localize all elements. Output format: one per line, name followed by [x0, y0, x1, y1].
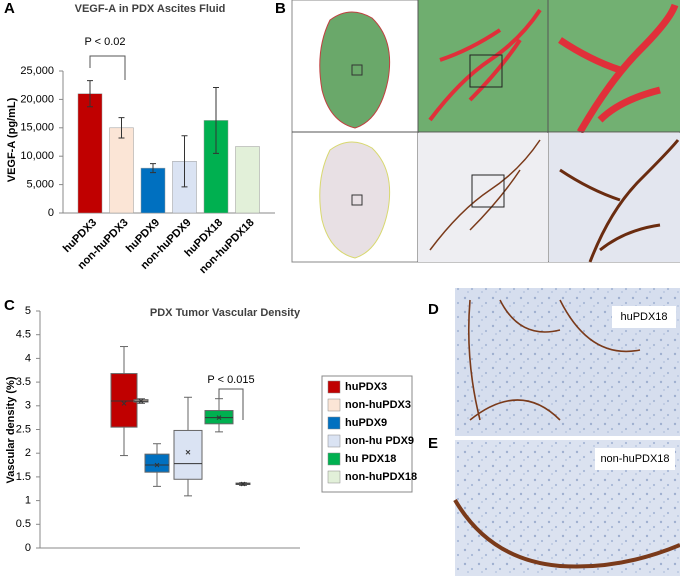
y-tick-label: 3 — [25, 400, 31, 412]
legend-swatch — [327, 380, 341, 394]
y-tick-label: 20,000 — [20, 93, 54, 105]
vessel-overlay — [558, 3, 679, 134]
legend-label: huPDX3 — [345, 381, 387, 393]
mean-marker — [154, 462, 160, 468]
legend-label: non-huPDX18 — [345, 471, 417, 483]
image-label: huPDX18 — [620, 311, 667, 323]
y-tick-label: 0 — [48, 207, 54, 219]
mean-marker — [240, 481, 246, 487]
bar — [140, 167, 166, 214]
chart-title: PDX Tumor Vascular Density — [150, 307, 301, 319]
error-bar — [118, 117, 125, 139]
error-bar — [150, 163, 156, 174]
y-tick-label: 0.5 — [16, 518, 31, 530]
bar — [109, 127, 134, 214]
error-bar — [181, 135, 188, 188]
y-axis-label: VEGF-A (pg/mL) — [6, 97, 18, 182]
vessel-stain — [429, 139, 541, 251]
tissue — [319, 141, 391, 259]
y-tick-label: 25,000 — [20, 65, 54, 77]
legend-label: hu PDX18 — [345, 453, 396, 465]
vessel-stain — [559, 139, 680, 263]
bar — [235, 146, 260, 214]
legend-swatch — [327, 398, 341, 412]
vessel-stain — [467, 299, 641, 421]
legend-swatch — [327, 452, 341, 466]
error-bar — [87, 80, 93, 108]
y-tick-label: 3.5 — [16, 376, 31, 388]
y-tick-label: 1 — [25, 495, 31, 507]
zoom-box — [351, 64, 363, 76]
bar — [77, 93, 103, 214]
tissue-overlay — [319, 11, 391, 129]
error-bar — [213, 86, 219, 154]
y-tick-label: 15,000 — [20, 122, 54, 134]
zoom-box — [351, 194, 363, 206]
panel-label: D — [428, 301, 439, 318]
zoom-box — [469, 54, 503, 88]
y-tick-label: 0 — [25, 542, 31, 554]
vessel-overlay — [428, 8, 542, 122]
mean-marker — [216, 415, 222, 421]
panel-label: C — [4, 297, 15, 314]
x-tick-label: non-huPDX18 — [197, 217, 256, 276]
significance-bracket — [89, 55, 126, 80]
y-tick-label: 1.5 — [16, 471, 31, 483]
mean-marker — [121, 401, 127, 406]
chart-title: VEGF-A in PDX Ascites Fluid — [75, 3, 226, 15]
box — [173, 429, 203, 480]
significance-bracket — [218, 388, 244, 420]
panel-label: E — [428, 435, 438, 452]
y-tick-label: 5 — [25, 305, 31, 317]
y-tick-label: 4.5 — [16, 329, 31, 341]
annotation: P < 0.015 — [207, 374, 254, 386]
y-axis-label: Vascular density (%) — [5, 376, 17, 483]
y-tick-label: 2.5 — [16, 423, 31, 435]
y-tick-label: 4 — [25, 352, 31, 364]
legend-swatch — [327, 434, 341, 448]
legend-label: non-huPDX3 — [345, 399, 411, 411]
mean-marker — [185, 449, 191, 455]
legend-label: non-hu PDX9 — [345, 435, 414, 447]
panel-label: A — [4, 0, 15, 17]
label-box — [595, 448, 675, 470]
zoom-box — [471, 174, 505, 208]
box — [144, 453, 170, 473]
legend-swatch — [327, 416, 341, 430]
y-tick-label: 10,000 — [20, 150, 54, 162]
image-grid — [291, 0, 680, 263]
box — [110, 373, 138, 428]
y-tick-label: 5,000 — [26, 179, 54, 191]
vessel-stain — [453, 498, 680, 569]
label-box — [612, 306, 676, 328]
y-tick-label: 2 — [25, 447, 31, 459]
legend-swatch — [327, 470, 341, 484]
annotation: P < 0.02 — [84, 36, 125, 48]
tissue — [418, 133, 548, 262]
legend-label: huPDX9 — [345, 417, 387, 429]
mean-marker — [138, 398, 144, 404]
image-label: non-huPDX18 — [600, 453, 669, 465]
panel-label: B — [275, 0, 286, 17]
